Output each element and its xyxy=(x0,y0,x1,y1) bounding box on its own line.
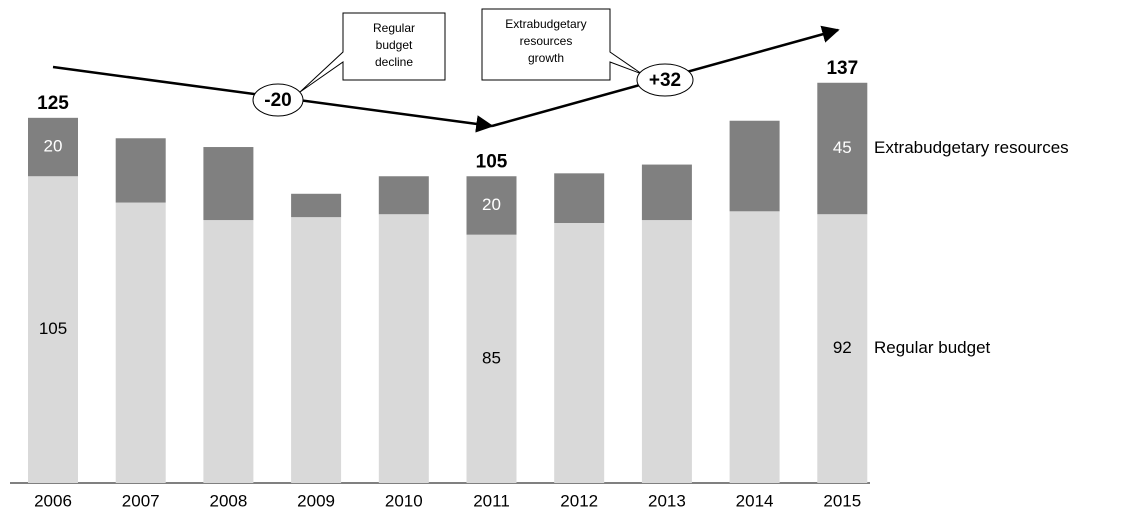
change-label: -20 xyxy=(264,90,291,111)
bar-segment xyxy=(115,202,166,484)
bar-segment xyxy=(729,211,780,484)
x-tick-label: 2014 xyxy=(736,491,774,510)
bar-segment xyxy=(466,234,517,483)
change-label: +32 xyxy=(649,70,681,91)
x-tick-label: 2008 xyxy=(209,491,247,510)
data-label: 20 xyxy=(44,137,63,156)
total-label: 105 xyxy=(476,151,508,172)
x-tick-label: 2007 xyxy=(122,491,160,510)
change-bubble xyxy=(252,83,304,117)
x-tick-label: 2015 xyxy=(823,491,861,510)
total-label: 125 xyxy=(37,93,69,114)
callout-box xyxy=(481,8,643,81)
total-label: 137 xyxy=(826,58,858,79)
bar-segment xyxy=(554,222,605,483)
bar-segment xyxy=(291,217,342,483)
callout-text: growth xyxy=(528,51,564,65)
bar-segment xyxy=(641,164,692,221)
bar-segment xyxy=(641,220,692,484)
x-tick-label: 2010 xyxy=(385,491,423,510)
x-tick-label: 2012 xyxy=(560,491,598,510)
bar-segment xyxy=(378,176,429,215)
bar-segment xyxy=(554,173,605,223)
bar-segment xyxy=(291,193,342,218)
x-tick-label: 2011 xyxy=(473,491,510,510)
data-label: 105 xyxy=(39,319,67,338)
bar-segment xyxy=(729,120,780,212)
data-label: 85 xyxy=(482,348,501,367)
data-label: 20 xyxy=(482,195,501,214)
data-label: 92 xyxy=(833,338,852,357)
callout-text: resources xyxy=(520,34,573,48)
bar-segment xyxy=(203,147,254,221)
callout-text: budget xyxy=(376,38,413,52)
callout-text: Regular xyxy=(373,21,415,35)
callout-text: decline xyxy=(375,55,413,69)
bar-segment xyxy=(817,214,868,483)
bar-segment xyxy=(817,82,868,215)
callout-text: Extrabudgetary xyxy=(505,17,586,31)
x-tick-label: 2009 xyxy=(297,491,335,510)
bar-segment xyxy=(28,176,78,483)
bar-segment xyxy=(28,117,78,177)
x-tick-label: 2013 xyxy=(648,491,686,510)
legend-label: Regular budget xyxy=(874,338,991,357)
change-bubble xyxy=(636,63,694,97)
callout-box xyxy=(299,12,446,93)
x-tick-label: 2006 xyxy=(34,491,72,510)
bar-segment xyxy=(115,138,166,203)
bar-segment xyxy=(378,214,429,483)
legend-label: Extrabudgetary resources xyxy=(874,138,1069,157)
data-label: 45 xyxy=(833,138,852,157)
bar-segment xyxy=(466,176,517,235)
bar-segment xyxy=(203,220,254,484)
